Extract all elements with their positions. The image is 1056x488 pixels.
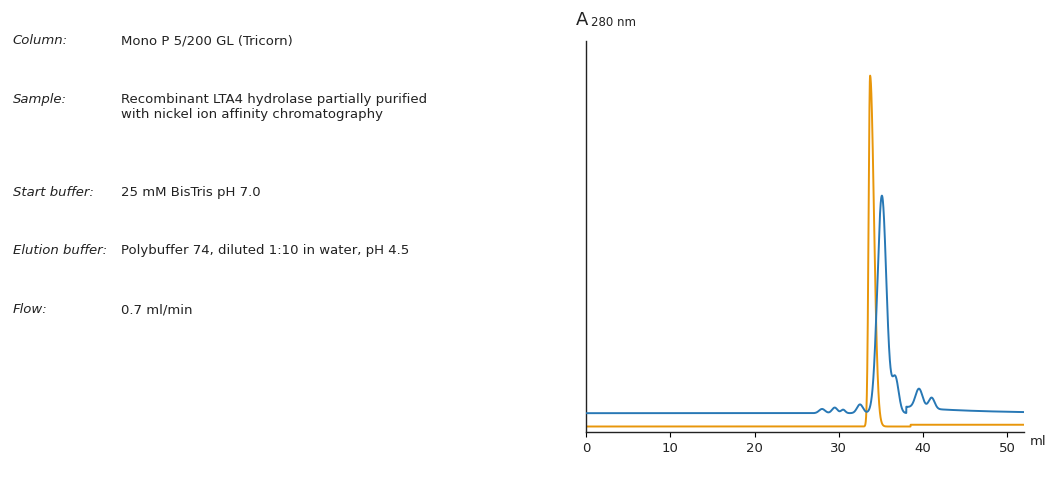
Text: 25 mM BisTris pH 7.0: 25 mM BisTris pH 7.0 xyxy=(121,185,261,199)
Text: Start buffer:: Start buffer: xyxy=(13,185,94,199)
Text: ml: ml xyxy=(1030,434,1046,447)
Text: A: A xyxy=(576,11,588,29)
Text: Recombinant LTA4 hydrolase partially purified
with nickel ion affinity chromatog: Recombinant LTA4 hydrolase partially pur… xyxy=(121,93,428,121)
Text: Column:: Column: xyxy=(13,34,68,47)
Text: 0.7 ml/min: 0.7 ml/min xyxy=(121,303,193,316)
Text: Mono P 5/200 GL (Tricorn): Mono P 5/200 GL (Tricorn) xyxy=(121,34,294,47)
Text: Elution buffer:: Elution buffer: xyxy=(13,244,107,257)
Text: 280 nm: 280 nm xyxy=(591,16,637,29)
Text: Polybuffer 74, diluted 1:10 in water, pH 4.5: Polybuffer 74, diluted 1:10 in water, pH… xyxy=(121,244,410,257)
Text: Sample:: Sample: xyxy=(13,93,67,106)
Text: Flow:: Flow: xyxy=(13,303,48,316)
